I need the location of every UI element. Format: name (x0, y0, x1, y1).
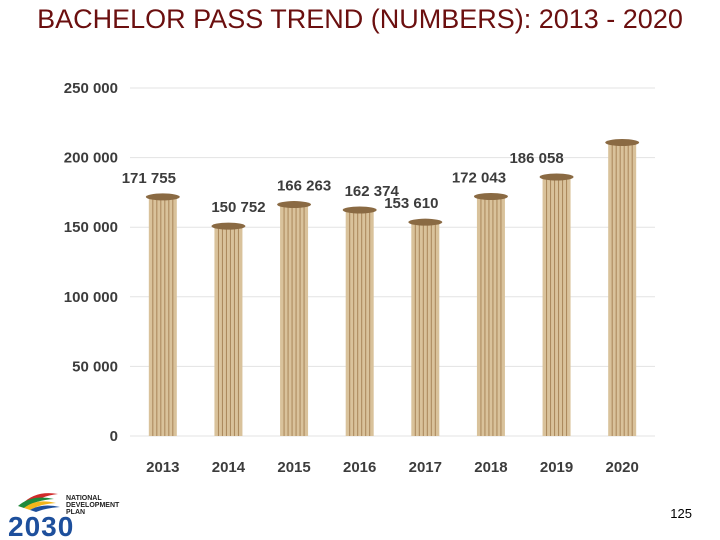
ndp-2030-logo: NATIONAL DEVELOPMENT PLAN 2030 (8, 493, 120, 538)
data-label: 162 374 (345, 183, 400, 200)
x-tick-label: 2014 (212, 459, 246, 476)
page-number: 125 (670, 506, 692, 521)
logo-text-plan: PLAN (66, 509, 85, 516)
bar (148, 196, 177, 436)
bar (214, 226, 243, 436)
bar (345, 209, 374, 436)
flag-swoosh-gold (24, 501, 56, 510)
bars (145, 139, 640, 436)
data-label: 172 043 (452, 170, 506, 187)
data-label: 153 610 (384, 195, 438, 212)
bar (476, 196, 505, 436)
logo-year: 2030 (8, 511, 74, 538)
bar-cap (145, 193, 180, 201)
chart-title: BACHELOR PASS TREND (NUMBERS): 2013 - 20… (37, 4, 683, 34)
x-tick-label: 2013 (146, 459, 179, 476)
x-axis-ticks: 2013 2014 2015 2016 2017 2018 2019 2020 (146, 459, 639, 476)
bar-cap (539, 173, 574, 181)
bar (411, 222, 440, 436)
x-tick-label: 2015 (277, 459, 310, 476)
gridlines (130, 87, 655, 437)
y-axis-ticks: 0 50 000 100 000 150 000 200 000 250 000 (64, 80, 118, 445)
x-tick-label: 2020 (606, 459, 639, 476)
bar-chart: 0 50 000 100 000 150 000 200 000 250 000 2013… (64, 80, 655, 476)
flag-swoosh-blue (30, 505, 60, 512)
data-label: 186 058 (509, 150, 563, 167)
y-tick-label: 50 000 (72, 358, 118, 375)
data-label: 150 752 (211, 199, 265, 216)
logo-text-national: NATIONAL (66, 495, 102, 502)
y-tick-label: 100 000 (64, 289, 118, 306)
x-tick-label: 2018 (474, 459, 507, 476)
y-tick-label: 250 000 (64, 80, 118, 97)
y-tick-label: 0 (110, 428, 118, 445)
bar (542, 177, 571, 436)
bar-cap (211, 222, 246, 230)
logo-text-development: DEVELOPMENT (66, 502, 120, 509)
bar-cap (342, 206, 377, 214)
flag-swoosh-green (18, 497, 54, 508)
bar (280, 204, 309, 436)
bar (608, 142, 637, 436)
bar-cap (605, 139, 640, 147)
bar-cap (473, 193, 508, 201)
bar-cap (408, 218, 443, 226)
y-tick-label: 150 000 (64, 219, 118, 236)
x-tick-label: 2019 (540, 459, 573, 476)
data-label: 171 755 (122, 170, 176, 187)
data-label: 166 263 (277, 178, 331, 195)
y-tick-label: 200 000 (64, 150, 118, 167)
bar-cap (277, 201, 312, 209)
x-tick-label: 2017 (409, 459, 442, 476)
x-tick-label: 2016 (343, 459, 376, 476)
